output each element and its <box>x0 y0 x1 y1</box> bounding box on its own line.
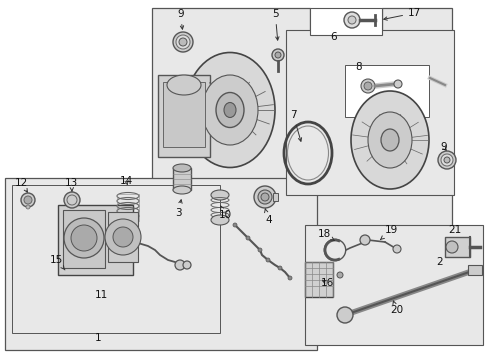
Circle shape <box>261 193 268 201</box>
Bar <box>12 185 220 333</box>
Circle shape <box>232 223 237 227</box>
Circle shape <box>347 16 355 24</box>
Text: 16: 16 <box>320 278 334 288</box>
Circle shape <box>105 219 141 255</box>
Ellipse shape <box>224 103 236 117</box>
Bar <box>444 237 469 257</box>
Text: 21: 21 <box>447 225 460 235</box>
Text: 19: 19 <box>380 225 397 240</box>
Ellipse shape <box>210 190 228 200</box>
Bar <box>285 30 453 195</box>
Text: 17: 17 <box>383 8 420 20</box>
Circle shape <box>26 205 30 209</box>
Bar <box>272 193 278 201</box>
Circle shape <box>245 236 249 240</box>
Circle shape <box>258 190 271 204</box>
Circle shape <box>24 196 32 204</box>
Circle shape <box>21 193 35 207</box>
Ellipse shape <box>173 186 191 194</box>
Circle shape <box>359 235 369 245</box>
Bar <box>58 205 133 275</box>
Circle shape <box>363 82 371 90</box>
Text: 15: 15 <box>50 255 65 270</box>
Circle shape <box>113 227 133 247</box>
Circle shape <box>64 192 80 208</box>
Ellipse shape <box>216 93 244 127</box>
Text: 5: 5 <box>271 9 279 40</box>
Ellipse shape <box>184 53 274 167</box>
Circle shape <box>437 151 455 169</box>
Circle shape <box>183 261 191 269</box>
Circle shape <box>278 266 282 270</box>
Bar <box>467 265 481 275</box>
Text: 7: 7 <box>289 110 301 141</box>
Circle shape <box>393 80 401 88</box>
Ellipse shape <box>210 215 228 225</box>
Circle shape <box>175 260 184 270</box>
Circle shape <box>71 225 97 251</box>
Circle shape <box>274 52 281 58</box>
Bar <box>305 225 482 345</box>
Text: 9: 9 <box>439 142 446 152</box>
Circle shape <box>443 157 449 163</box>
Text: 1: 1 <box>95 333 102 343</box>
Text: 13: 13 <box>65 178 78 191</box>
Bar <box>117 194 139 221</box>
Text: 2: 2 <box>435 257 442 267</box>
Text: 11: 11 <box>95 290 108 300</box>
Text: 14: 14 <box>120 176 133 186</box>
Circle shape <box>360 79 374 93</box>
Text: 8: 8 <box>354 62 361 72</box>
Text: 6: 6 <box>329 32 336 42</box>
Ellipse shape <box>325 240 345 260</box>
Text: 12: 12 <box>15 178 28 192</box>
Text: 20: 20 <box>389 301 402 315</box>
Ellipse shape <box>350 91 428 189</box>
Ellipse shape <box>380 129 398 151</box>
Bar <box>163 82 204 147</box>
Circle shape <box>253 186 275 208</box>
Text: 3: 3 <box>175 200 182 218</box>
Circle shape <box>440 154 452 166</box>
Circle shape <box>271 49 284 61</box>
Circle shape <box>64 218 104 258</box>
Ellipse shape <box>167 75 201 95</box>
Circle shape <box>287 276 291 280</box>
Circle shape <box>176 35 190 49</box>
Bar <box>63 210 105 268</box>
Circle shape <box>179 38 186 46</box>
Bar <box>5 178 316 350</box>
Circle shape <box>343 12 359 28</box>
Polygon shape <box>152 8 451 270</box>
Bar <box>158 75 209 157</box>
Circle shape <box>336 307 352 323</box>
Bar <box>173 168 191 190</box>
Ellipse shape <box>202 75 258 145</box>
Bar <box>309 8 381 35</box>
Bar <box>305 262 332 297</box>
Bar <box>108 212 138 262</box>
Text: 4: 4 <box>264 209 271 225</box>
Text: 9: 9 <box>177 9 183 29</box>
Circle shape <box>445 241 457 253</box>
Bar <box>345 65 428 117</box>
Text: 18: 18 <box>317 229 334 240</box>
Ellipse shape <box>173 164 191 172</box>
Circle shape <box>265 258 269 262</box>
Circle shape <box>173 32 193 52</box>
Ellipse shape <box>367 112 411 168</box>
Circle shape <box>336 272 342 278</box>
Circle shape <box>258 248 262 252</box>
Text: 10: 10 <box>219 206 232 220</box>
Circle shape <box>392 245 400 253</box>
